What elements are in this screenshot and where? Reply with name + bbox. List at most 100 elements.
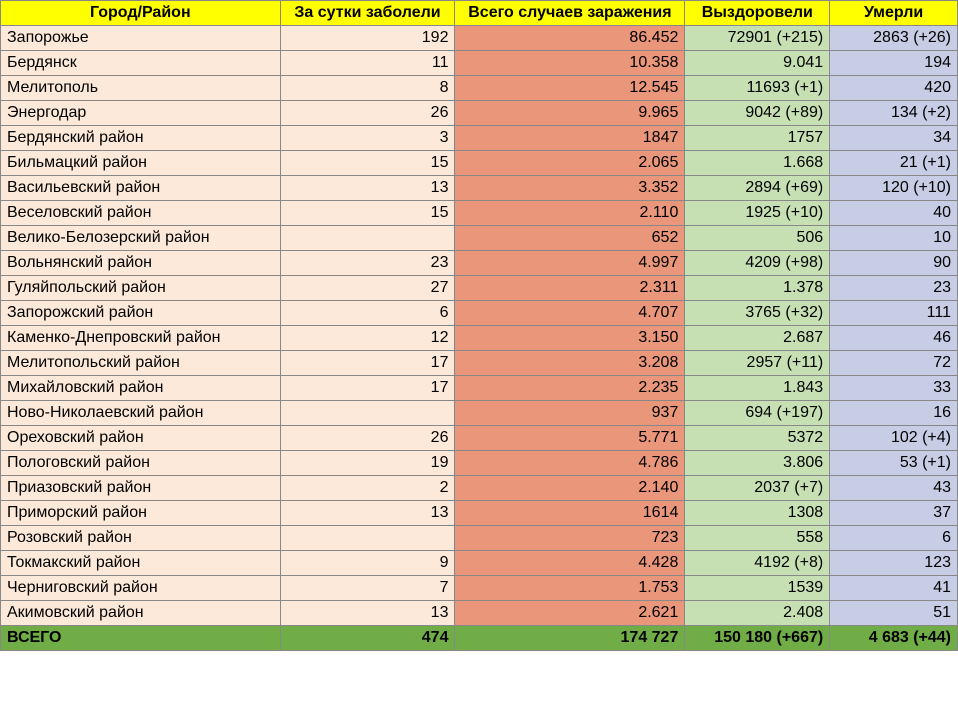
cell-total: 2.311 — [455, 276, 685, 301]
cell-recovered: 72901 (+215) — [685, 26, 830, 51]
cell-daily: 3 — [280, 126, 455, 151]
cell-deaths: 33 — [830, 376, 958, 401]
cell-recovered: 4192 (+8) — [685, 551, 830, 576]
cell-deaths: 51 — [830, 601, 958, 626]
cell-recovered: 3765 (+32) — [685, 301, 830, 326]
covid-stats-table: Город/Район За сутки заболели Всего случ… — [0, 0, 958, 651]
cell-deaths: 72 — [830, 351, 958, 376]
cell-deaths: 90 — [830, 251, 958, 276]
cell-daily: 8 — [280, 76, 455, 101]
cell-city: Энергодар — [1, 101, 281, 126]
cell-total: 3.208 — [455, 351, 685, 376]
table-row: Вольнянский район234.9974209 (+98)90 — [1, 251, 958, 276]
cell-daily: 7 — [280, 576, 455, 601]
table-row: Токмакский район94.4284192 (+8)123 — [1, 551, 958, 576]
cell-total: 2.140 — [455, 476, 685, 501]
table-row: Приазовский район22.1402037 (+7)43 — [1, 476, 958, 501]
table-row: Энергодар269.9659042 (+89)134 (+2) — [1, 101, 958, 126]
cell-recovered: 1.668 — [685, 151, 830, 176]
cell-deaths: 123 — [830, 551, 958, 576]
cell-recovered: 2957 (+11) — [685, 351, 830, 376]
table-row: Запорожье19286.45272901 (+215)2863 (+26) — [1, 26, 958, 51]
header-daily: За сутки заболели — [280, 1, 455, 26]
cell-daily: 26 — [280, 426, 455, 451]
table-row: Мелитопольский район173.2082957 (+11)72 — [1, 351, 958, 376]
cell-daily: 192 — [280, 26, 455, 51]
cell-daily: 2 — [280, 476, 455, 501]
cell-city: Михайловский район — [1, 376, 281, 401]
cell-daily — [280, 226, 455, 251]
table-row: Велико-Белозерский район65250610 — [1, 226, 958, 251]
cell-total: 2.110 — [455, 201, 685, 226]
cell-total: 12.545 — [455, 76, 685, 101]
cell-city: Приазовский район — [1, 476, 281, 501]
cell-total: 2.065 — [455, 151, 685, 176]
cell-total: 3.352 — [455, 176, 685, 201]
cell-deaths: 111 — [830, 301, 958, 326]
cell-city: Ново-Николаевский район — [1, 401, 281, 426]
cell-recovered: 506 — [685, 226, 830, 251]
cell-daily: 26 — [280, 101, 455, 126]
cell-deaths: 23 — [830, 276, 958, 301]
cell-total: 1.753 — [455, 576, 685, 601]
cell-city: Токмакский район — [1, 551, 281, 576]
table-row: Каменко-Днепровский район123.1502.68746 — [1, 326, 958, 351]
cell-city: Каменко-Днепровский район — [1, 326, 281, 351]
cell-deaths: 46 — [830, 326, 958, 351]
cell-city: Запорожский район — [1, 301, 281, 326]
total-total: 174 727 — [455, 626, 685, 651]
cell-deaths: 37 — [830, 501, 958, 526]
cell-total: 723 — [455, 526, 685, 551]
cell-city: Бильмацкий район — [1, 151, 281, 176]
cell-recovered: 2894 (+69) — [685, 176, 830, 201]
cell-city: Розовский район — [1, 526, 281, 551]
table-row: Ореховский район265.7715372102 (+4) — [1, 426, 958, 451]
cell-recovered: 1.378 — [685, 276, 830, 301]
cell-city: Черниговский район — [1, 576, 281, 601]
cell-total: 4.707 — [455, 301, 685, 326]
cell-deaths: 53 (+1) — [830, 451, 958, 476]
cell-deaths: 16 — [830, 401, 958, 426]
cell-total: 10.358 — [455, 51, 685, 76]
cell-recovered: 2037 (+7) — [685, 476, 830, 501]
cell-deaths: 34 — [830, 126, 958, 151]
cell-recovered: 1757 — [685, 126, 830, 151]
total-deaths: 4 683 (+44) — [830, 626, 958, 651]
cell-recovered: 5372 — [685, 426, 830, 451]
cell-daily: 11 — [280, 51, 455, 76]
cell-daily: 27 — [280, 276, 455, 301]
cell-deaths: 134 (+2) — [830, 101, 958, 126]
cell-deaths: 43 — [830, 476, 958, 501]
cell-deaths: 2863 (+26) — [830, 26, 958, 51]
cell-recovered: 9042 (+89) — [685, 101, 830, 126]
cell-deaths: 10 — [830, 226, 958, 251]
cell-deaths: 102 (+4) — [830, 426, 958, 451]
table-row: Приморский район131614130837 — [1, 501, 958, 526]
cell-deaths: 21 (+1) — [830, 151, 958, 176]
cell-city: Васильевский район — [1, 176, 281, 201]
table-row: Пологовский район194.7863.80653 (+1) — [1, 451, 958, 476]
header-recovered: Выздоровели — [685, 1, 830, 26]
cell-total: 3.150 — [455, 326, 685, 351]
cell-city: Велико-Белозерский район — [1, 226, 281, 251]
cell-total: 2.235 — [455, 376, 685, 401]
cell-recovered: 558 — [685, 526, 830, 551]
cell-daily: 13 — [280, 601, 455, 626]
cell-daily — [280, 526, 455, 551]
total-row: ВСЕГО474174 727150 180 (+667)4 683 (+44) — [1, 626, 958, 651]
table-row: Гуляйпольский район272.3111.37823 — [1, 276, 958, 301]
cell-recovered: 694 (+197) — [685, 401, 830, 426]
cell-daily: 13 — [280, 501, 455, 526]
table-row: Михайловский район172.2351.84333 — [1, 376, 958, 401]
cell-city: Мелитополь — [1, 76, 281, 101]
cell-deaths: 420 — [830, 76, 958, 101]
cell-city: Запорожье — [1, 26, 281, 51]
cell-daily: 12 — [280, 326, 455, 351]
cell-city: Ореховский район — [1, 426, 281, 451]
table-row: Мелитополь812.54511693 (+1)420 — [1, 76, 958, 101]
cell-total: 4.997 — [455, 251, 685, 276]
cell-city: Мелитопольский район — [1, 351, 281, 376]
cell-city: Приморский район — [1, 501, 281, 526]
cell-daily: 19 — [280, 451, 455, 476]
cell-city: Бердянский район — [1, 126, 281, 151]
